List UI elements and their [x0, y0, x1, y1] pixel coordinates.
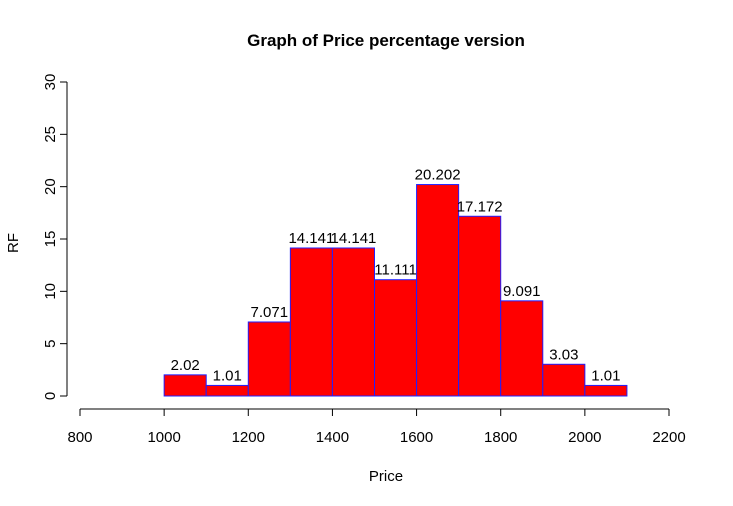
histogram-bar	[374, 279, 418, 397]
x-axis: 800 1000 1200 1400 1600 1800 2000 2200	[67, 408, 686, 446]
y-tick-label: 0	[42, 392, 59, 400]
y-tick-label: 25	[42, 126, 59, 143]
x-tick-label: 2000	[568, 429, 601, 446]
histogram-bar	[163, 374, 207, 397]
histogram-bar	[289, 247, 333, 397]
y-tick-label: 20	[42, 178, 59, 195]
y-tick-label: 10	[42, 283, 59, 300]
bar-value-label: 20.202	[415, 167, 461, 184]
y-tick-label: 15	[42, 231, 59, 248]
bar-value-label: 1.01	[591, 367, 620, 384]
x-axis-label: Price	[369, 468, 403, 485]
histogram-bar	[205, 384, 249, 397]
x-tick-label: 1000	[147, 429, 180, 446]
x-tick-label: 2200	[652, 429, 685, 446]
bar-value-label: 9.091	[503, 283, 541, 300]
chart-title: Graph of Price percentage version	[247, 31, 525, 50]
histogram-bar	[542, 363, 586, 397]
bar-value-label: 2.02	[171, 357, 200, 374]
histogram-bar	[416, 184, 460, 397]
x-tick-label: 1400	[316, 429, 349, 446]
bar-value-label: 14.141	[331, 230, 377, 247]
y-tick-label: 30	[42, 74, 59, 91]
y-axis: 0 5 10 15 20 25 30	[42, 74, 68, 400]
x-tick-label: 1600	[400, 429, 433, 446]
histogram-bar	[331, 247, 375, 397]
histogram-bar	[247, 321, 291, 397]
histogram-bar	[584, 384, 628, 397]
bar-value-label: 1.01	[213, 367, 242, 384]
y-tick-label: 5	[42, 339, 59, 347]
bar-value-label: 14.141	[288, 230, 334, 247]
bars-group	[163, 184, 628, 397]
histogram-bar	[500, 300, 544, 397]
y-axis-label: RF	[5, 233, 22, 253]
bar-value-label: 3.03	[549, 346, 578, 363]
x-tick-label: 1800	[484, 429, 517, 446]
bar-value-label: 7.071	[251, 304, 289, 321]
x-tick-label: 1200	[232, 429, 265, 446]
bar-value-label: 11.111	[374, 262, 417, 279]
bar-value-label: 17.172	[457, 198, 503, 215]
histogram-bar	[458, 215, 502, 397]
x-tick-label: 800	[67, 429, 92, 446]
